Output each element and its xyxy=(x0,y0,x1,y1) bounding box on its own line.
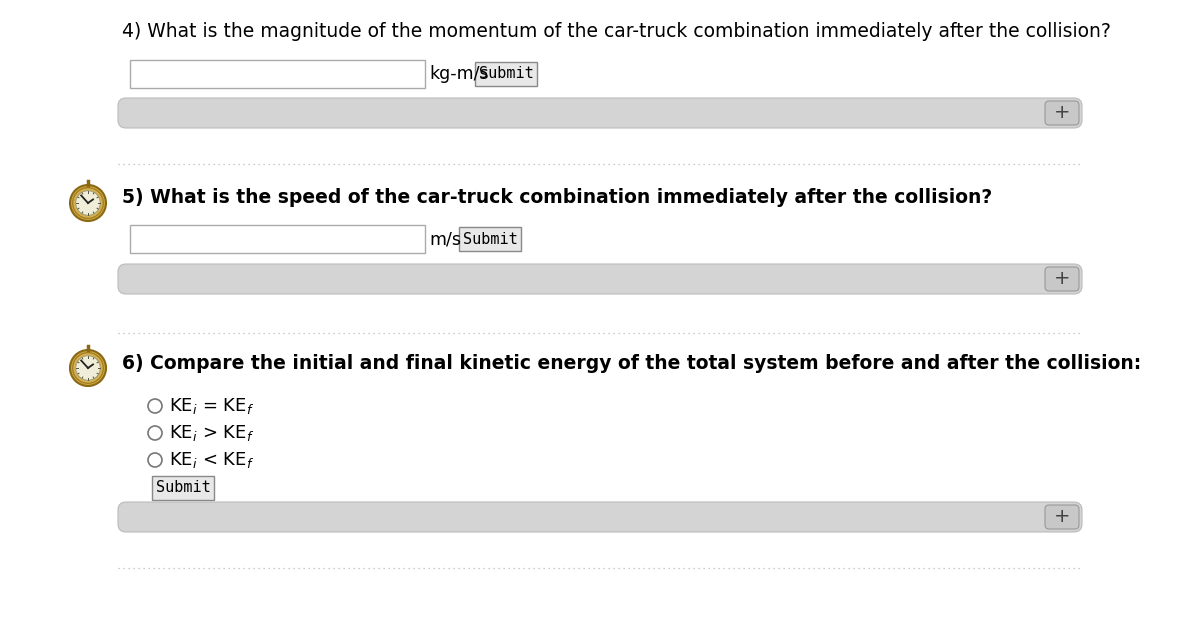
FancyBboxPatch shape xyxy=(1045,267,1079,291)
FancyBboxPatch shape xyxy=(475,62,538,86)
Circle shape xyxy=(76,356,101,380)
Text: +: + xyxy=(1054,270,1070,289)
Text: Submit: Submit xyxy=(479,66,533,81)
Text: KE$_i$ = KE$_f$: KE$_i$ = KE$_f$ xyxy=(169,396,254,416)
Text: 6) Compare the initial and final kinetic energy of the total system before and a: 6) Compare the initial and final kinetic… xyxy=(122,354,1141,373)
Circle shape xyxy=(148,399,162,413)
FancyBboxPatch shape xyxy=(152,476,214,500)
Circle shape xyxy=(70,185,106,221)
Circle shape xyxy=(70,350,106,386)
Text: m/s: m/s xyxy=(430,230,461,248)
Circle shape xyxy=(76,191,101,215)
FancyBboxPatch shape xyxy=(130,60,425,88)
FancyBboxPatch shape xyxy=(118,502,1082,532)
Text: +: + xyxy=(1054,103,1070,123)
Text: KE$_i$ < KE$_f$: KE$_i$ < KE$_f$ xyxy=(169,450,254,470)
FancyBboxPatch shape xyxy=(458,227,521,251)
Text: 4) What is the magnitude of the momentum of the car-truck combination immediatel: 4) What is the magnitude of the momentum… xyxy=(122,22,1111,41)
FancyBboxPatch shape xyxy=(1045,101,1079,125)
Circle shape xyxy=(73,188,103,218)
FancyBboxPatch shape xyxy=(118,264,1082,294)
Text: KE$_i$ > KE$_f$: KE$_i$ > KE$_f$ xyxy=(169,423,254,443)
Text: +: + xyxy=(1054,508,1070,526)
Circle shape xyxy=(73,352,103,383)
FancyBboxPatch shape xyxy=(118,98,1082,128)
Circle shape xyxy=(148,453,162,467)
FancyBboxPatch shape xyxy=(1045,505,1079,529)
FancyBboxPatch shape xyxy=(130,225,425,253)
Text: Submit: Submit xyxy=(156,481,210,496)
Text: 5) What is the speed of the car-truck combination immediately after the collisio: 5) What is the speed of the car-truck co… xyxy=(122,188,992,207)
Text: Submit: Submit xyxy=(463,232,517,247)
Text: kg-m/s: kg-m/s xyxy=(430,65,488,83)
Circle shape xyxy=(148,426,162,440)
